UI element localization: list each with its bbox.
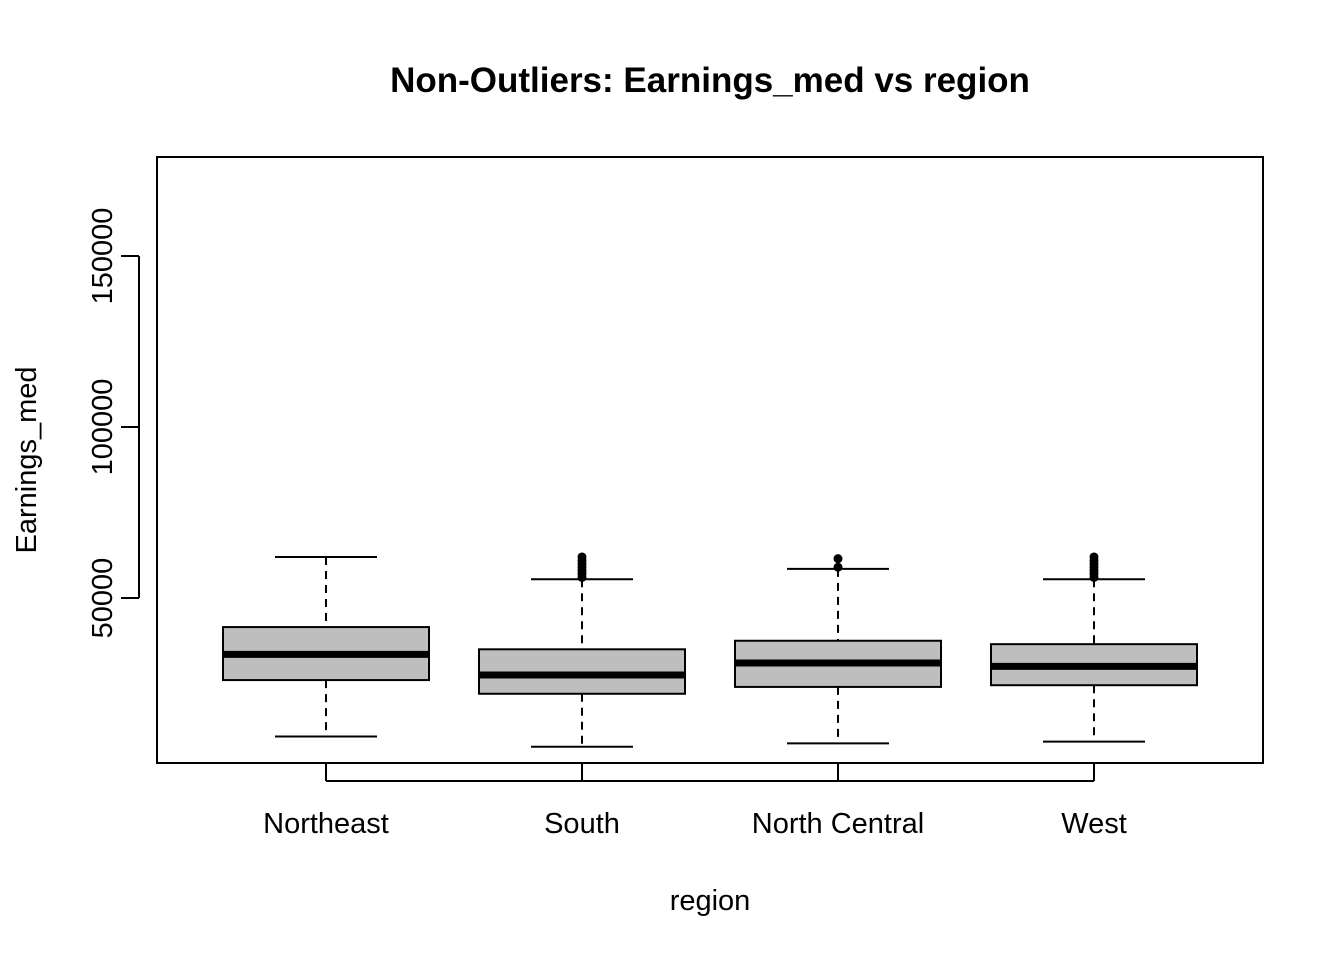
x-axis-label: region: [670, 885, 751, 917]
x-tick-label: South: [544, 808, 620, 840]
x-tick-label: Northeast: [263, 808, 389, 840]
plot-frame: [156, 156, 1264, 764]
y-axis: 50000 100000 150000: [87, 208, 140, 639]
chart-title: Non-Outliers: Earnings_med vs region: [390, 61, 1030, 100]
outlier-point: [833, 562, 843, 572]
x-tick-label: West: [1061, 808, 1127, 840]
outlier-point: [833, 554, 843, 564]
box-west: [990, 552, 1198, 743]
y-tick-label: 100000: [87, 379, 119, 476]
x-tick-label: North Central: [752, 808, 924, 840]
box-northeast: [222, 555, 430, 738]
y-tick-label: 50000: [87, 558, 119, 639]
box-south: [478, 552, 686, 748]
box-north-central: [734, 554, 942, 745]
boxes-group: [222, 552, 1198, 748]
outlier-point: [1089, 552, 1099, 562]
outlier-point: [577, 552, 587, 562]
y-axis-label: Earnings_med: [11, 367, 43, 554]
x-axis: Northeast South North Central West: [263, 763, 1127, 840]
y-tick-label: 150000: [87, 208, 119, 305]
